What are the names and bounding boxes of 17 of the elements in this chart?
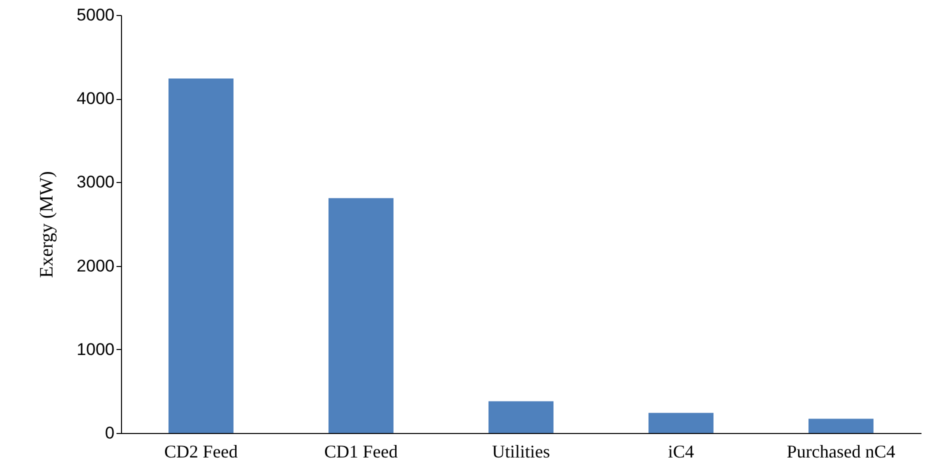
y-tick-label: 0 (105, 424, 114, 442)
y-tick-label: 3000 (76, 172, 114, 192)
x-tick-label: Purchased nC4 (786, 442, 896, 462)
bar (808, 418, 874, 433)
y-axis-title: Exergy (MW) (36, 171, 58, 278)
y-tick-label: 1000 (76, 340, 114, 359)
bar (168, 78, 234, 433)
x-tick-label: CD1 Feed (324, 442, 398, 462)
x-tick-label: Utilities (492, 442, 550, 462)
y-tick-label: 2000 (76, 256, 114, 276)
x-tick-label: iC4 (668, 442, 694, 462)
y-tick-label: 5000 (76, 6, 114, 24)
bar (328, 198, 394, 433)
bar (488, 401, 554, 433)
y-tick-label: 4000 (76, 89, 114, 108)
bar (648, 412, 714, 433)
x-tick-label: CD2 Feed (164, 442, 238, 462)
